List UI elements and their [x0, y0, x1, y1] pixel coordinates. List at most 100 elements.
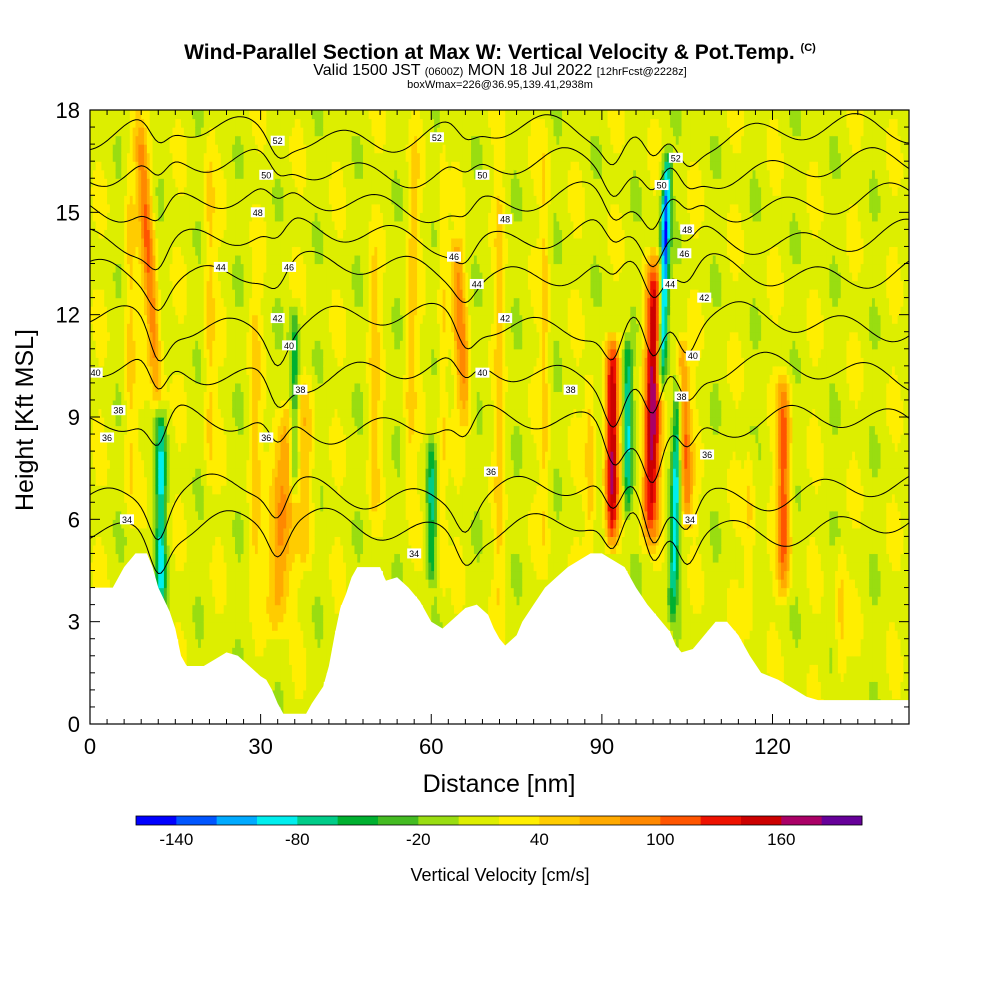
velocity-cell: [163, 340, 168, 350]
velocity-cell: [155, 536, 159, 546]
velocity-cell: [237, 246, 242, 256]
velocity-cell: [121, 110, 125, 120]
velocity-cell: [135, 178, 139, 188]
velocity-cell: [138, 169, 142, 179]
velocity-cell: [246, 434, 250, 444]
velocity-cell: [283, 434, 287, 444]
velocity-cell: [155, 110, 159, 120]
velocity-cell: [161, 152, 165, 162]
velocity-cell: [291, 570, 296, 580]
velocity-cell: [107, 425, 111, 435]
velocity-cell: [149, 127, 154, 137]
velocity-cell: [192, 280, 196, 290]
velocity-cell: [172, 195, 176, 205]
velocity-cell: [172, 510, 176, 520]
velocity-cell: [240, 596, 245, 606]
velocity-cell: [90, 229, 94, 239]
velocity-cell: [149, 254, 154, 265]
velocity-cell: [90, 468, 94, 478]
velocity-cell: [280, 621, 284, 631]
velocity-cell: [144, 229, 148, 239]
velocity-cell: [266, 220, 270, 230]
velocity-cell: [257, 527, 262, 537]
velocity-cell: [141, 110, 145, 120]
velocity-cell: [183, 425, 188, 435]
velocity-cell: [115, 510, 120, 520]
velocity-cell: [209, 442, 213, 452]
velocity-cell: [257, 314, 262, 324]
velocity-cell: [314, 621, 319, 631]
velocity-cell: [107, 468, 111, 478]
velocity-cell: [112, 357, 117, 367]
velocity-cell: [283, 485, 287, 495]
velocity-cell: [257, 451, 262, 461]
chart-title-block: Wind-Parallel Section at Max W: Vertical…: [0, 36, 1000, 91]
velocity-cell: [306, 417, 310, 427]
velocity-cell: [291, 203, 296, 213]
velocity-cell: [260, 289, 265, 299]
velocity-cell: [118, 365, 122, 375]
velocity-cell: [115, 135, 120, 145]
velocity-cell: [121, 263, 125, 273]
velocity-cell: [166, 323, 171, 333]
velocity-cell: [181, 297, 185, 307]
velocity-cell: [294, 178, 299, 188]
velocity-cell: [286, 510, 290, 520]
velocity-cell: [240, 374, 245, 384]
velocity-cell: [152, 195, 156, 205]
velocity-cell: [289, 289, 293, 299]
velocity-cell: [220, 630, 225, 640]
velocity-cell: [175, 510, 179, 520]
velocity-cell: [189, 655, 193, 665]
velocity-cell: [314, 655, 319, 665]
velocity-cell: [306, 570, 310, 580]
velocity-cell: [178, 246, 182, 256]
velocity-cell: [126, 135, 131, 145]
velocity-cell: [121, 161, 125, 171]
velocity-cell: [311, 596, 316, 606]
velocity-cell: [92, 186, 97, 196]
velocity-cell: [311, 272, 316, 282]
velocity-cell: [260, 425, 265, 435]
velocity-cell: [263, 399, 267, 410]
velocity-cell: [98, 169, 102, 179]
velocity-cell: [217, 621, 222, 631]
velocity-cell: [189, 127, 193, 137]
velocity-cell: [92, 510, 97, 520]
velocity-cell: [266, 408, 270, 418]
velocity-cell: [98, 493, 102, 503]
velocity-cell: [240, 220, 245, 230]
velocity-cell: [257, 144, 262, 154]
velocity-cell: [209, 348, 213, 358]
velocity-cell: [158, 382, 162, 393]
velocity-cell: [297, 161, 302, 171]
velocity-cell: [169, 212, 174, 222]
velocity-cell: [308, 493, 313, 503]
velocity-cell: [138, 340, 142, 350]
velocity-cell: [135, 263, 139, 273]
velocity-cell: [181, 237, 185, 248]
velocity-cell: [277, 340, 282, 350]
velocity-cell: [138, 118, 142, 128]
velocity-cell: [104, 485, 108, 495]
velocity-cell: [172, 357, 176, 367]
velocity-cell: [95, 357, 100, 367]
velocity-cell: [152, 178, 156, 188]
velocity-cell: [206, 263, 211, 273]
velocity-cell: [172, 280, 176, 290]
velocity-cell: [178, 323, 182, 333]
velocity-cell: [223, 323, 228, 333]
velocity-cell: [235, 510, 239, 520]
velocity-cell: [311, 689, 316, 700]
velocity-cell: [161, 570, 165, 580]
velocity-cell: [237, 638, 242, 648]
velocity-cell: [254, 613, 259, 623]
velocity-cell: [226, 246, 230, 256]
velocity-cell: [249, 399, 253, 410]
velocity-cell: [132, 229, 137, 239]
velocity-cell: [232, 579, 236, 589]
velocity-cell: [98, 519, 102, 529]
velocity-cell: [252, 604, 256, 614]
velocity-cell: [246, 621, 250, 631]
velocity-cell: [263, 561, 267, 572]
